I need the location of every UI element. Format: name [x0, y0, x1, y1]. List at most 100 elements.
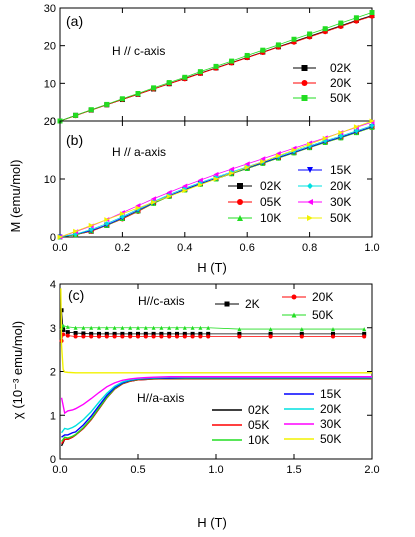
data-point-50K [260, 159, 266, 165]
data-point-50K [57, 234, 63, 240]
data-point-c-2K [159, 331, 164, 336]
data-point-c-2K [104, 331, 109, 336]
legend-marker-c-50K [291, 312, 297, 318]
data-point-50K [119, 96, 125, 102]
panel-c-xtick-label: 0.5 [130, 464, 145, 476]
data-point-c-50K [151, 325, 156, 330]
data-point-50K [369, 10, 375, 16]
legend-marker-20K [307, 183, 313, 189]
data-point-50K [260, 47, 266, 53]
legend-marker-c-2K [224, 301, 230, 307]
panel-c-ytick-label: 1 [50, 410, 56, 422]
data-point-c-50K [362, 327, 367, 332]
legend-label-a-15K: 15K [320, 387, 341, 401]
data-point-50K [229, 58, 235, 64]
data-point-c-20K [120, 334, 125, 339]
data-point-c-50K [89, 325, 94, 330]
data-point-50K [369, 118, 375, 124]
data-point-c-20K [362, 334, 367, 339]
data-point-50K [322, 135, 328, 141]
data-point-c-50K [268, 327, 273, 332]
data-point-50K [322, 26, 328, 32]
data-point-c-20K [182, 334, 187, 339]
data-point-c-20K [190, 334, 195, 339]
data-point-c-50K [104, 325, 109, 330]
data-point-c-2K [65, 330, 70, 335]
data-point-c-50K [167, 325, 172, 330]
panel-c-label: (c) [68, 287, 84, 303]
data-point-50K [166, 80, 172, 86]
data-point-c-2K [167, 331, 172, 336]
legend-label-50K: 50K [330, 211, 351, 225]
data-point-c-20K [206, 334, 211, 339]
data-point-c-2K [299, 331, 304, 336]
panel-b-xtick-label: 0.0 [52, 242, 67, 254]
panel-c-xtick-label: 2.0 [364, 464, 379, 476]
panel-b-xtick-label: 1.0 [364, 242, 379, 254]
panel-a-ytick-label: 20 [44, 41, 56, 53]
legend-label-05K: 05K [260, 195, 281, 209]
data-point-50K [73, 228, 79, 234]
panel-b-xtick-label: 0.2 [115, 242, 130, 254]
data-point-30K [166, 189, 172, 195]
data-point-c-2K [143, 331, 148, 336]
legend-marker-15K [307, 167, 313, 173]
data-point-c-20K [136, 334, 140, 339]
data-point-c-2K [151, 331, 156, 336]
legend-label-02K: 02K [330, 61, 351, 75]
data-point-50K [275, 42, 281, 48]
data-point-20K [104, 221, 110, 227]
data-point-c-50K [237, 327, 242, 332]
data-point-c-2K [182, 331, 187, 336]
data-point-c-2K [120, 331, 125, 336]
data-point-50K [353, 124, 359, 130]
legend-label-c-50K: 50K [312, 308, 333, 322]
legend-label-c-20K: 20K [312, 290, 333, 304]
data-point-30K [182, 183, 188, 189]
panel-c-ytick-label: 0 [50, 454, 56, 466]
data-point-c-2K [198, 331, 203, 336]
data-point-20K [88, 226, 94, 232]
data-point-20K [369, 123, 375, 129]
x-axis-label-b: H (T) [197, 260, 227, 275]
data-point-c-20K [299, 334, 304, 339]
legend-marker-c-20K [291, 294, 297, 300]
data-point-30K [229, 166, 235, 172]
data-point-c-50K [128, 325, 133, 330]
panel-c-xtick-label: 0.0 [52, 464, 67, 476]
data-point-50K [135, 91, 141, 97]
data-point-30K [244, 161, 250, 167]
data-point-c-2K [190, 331, 195, 336]
data-point-c-20K [151, 334, 156, 339]
y-axis-label-m: M (emu/mol) [8, 160, 23, 233]
panel-b-xtick-label: 0.8 [302, 242, 317, 254]
data-point-50K [119, 211, 125, 217]
panel-b: 0 10 20 0.0 0.2 0.4 0.6 0.8 1.0 02K 05K 10K 15K 20K 30… [8, 116, 380, 275]
data-point-c-50K [112, 325, 117, 330]
data-point-c-50K [299, 327, 304, 332]
data-point-c-2K [237, 331, 242, 336]
data-point-50K [197, 69, 203, 75]
x-axis-label-c: H (T) [197, 515, 227, 530]
panel-a-ytick-label: 30 [44, 3, 56, 15]
panel-b-annotation: H // a-axis [112, 145, 166, 159]
data-point-c-2K [81, 331, 86, 336]
data-point-50K [182, 74, 188, 80]
data-point-c-2K [331, 331, 335, 336]
data-point-c-20K [175, 334, 179, 339]
data-point-c-20K [65, 333, 70, 338]
panel-c-ytick-label: 2 [50, 367, 56, 379]
legend-marker-50K [307, 215, 313, 221]
panel-b-ytick-label: 10 [44, 174, 56, 186]
data-point-c-2K [128, 331, 133, 336]
data-point-50K [244, 52, 250, 58]
legend-label-a-10K: 10K [248, 433, 269, 447]
data-point-c-50K [81, 325, 86, 330]
legend-marker-20K [301, 80, 308, 86]
data-point-50K [291, 36, 297, 42]
legend-label-02K: 02K [260, 179, 281, 193]
panel-a-ytick-label: 10 [44, 78, 56, 90]
y-axis-label-chi: χ (10⁻³ emu/mol) [10, 321, 25, 419]
